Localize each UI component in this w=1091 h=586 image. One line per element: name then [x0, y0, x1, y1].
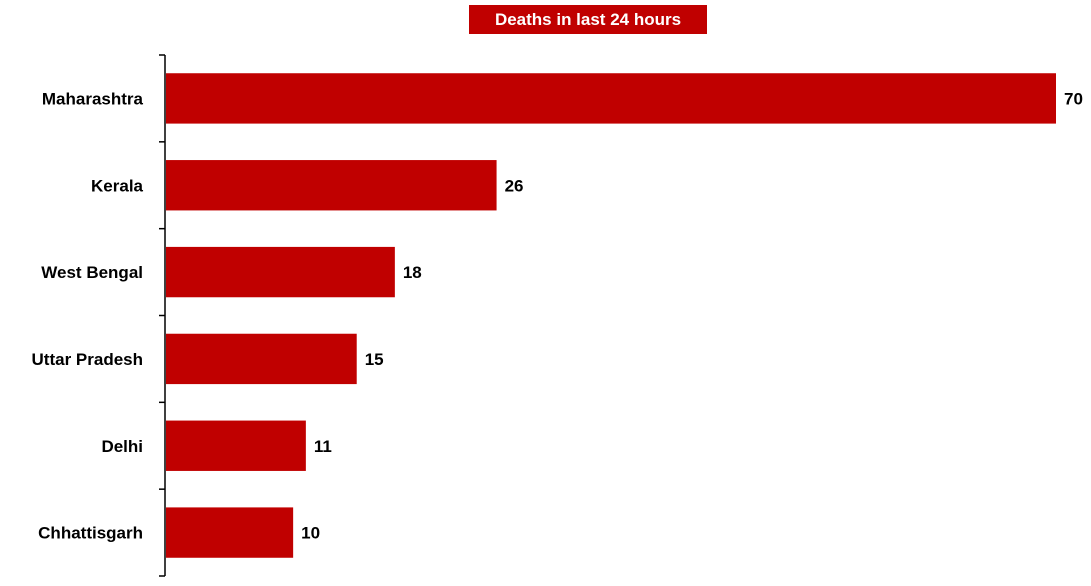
data-label: 18 — [403, 263, 422, 282]
category-label: Delhi — [101, 437, 143, 456]
category-label: Kerala — [91, 176, 144, 195]
data-label: 26 — [505, 176, 524, 195]
bar-maharashtra — [166, 73, 1056, 124]
category-label: Uttar Pradesh — [32, 350, 143, 369]
data-label: 15 — [365, 350, 384, 369]
chart-title: Deaths in last 24 hours — [469, 5, 707, 34]
data-label: 10 — [301, 524, 320, 543]
category-label: Maharashtra — [42, 89, 144, 108]
category-label: Chhattisgarh — [38, 524, 143, 543]
data-label: 70 — [1064, 89, 1083, 108]
axis-layer — [159, 54, 166, 577]
bar-delhi — [166, 420, 306, 471]
labels-layer: Maharashtra 70 Kerala 26 West Bengal 18 Uttar … — [32, 89, 1083, 542]
bar-west-bengal — [166, 246, 395, 298]
data-label: 11 — [314, 437, 332, 456]
bar-uttar-pradesh — [166, 333, 357, 385]
bar-chhattisgarh — [166, 507, 294, 558]
bar-kerala — [166, 160, 497, 211]
category-label: West Bengal — [41, 263, 143, 282]
bars-layer — [166, 73, 1056, 558]
